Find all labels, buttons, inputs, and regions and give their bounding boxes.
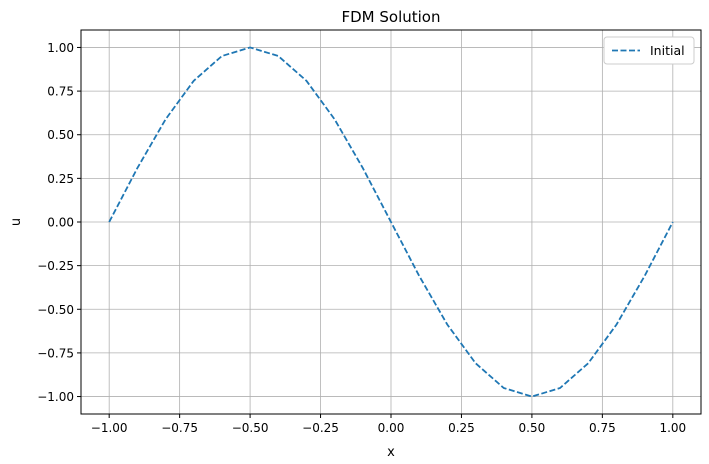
x-tick-label: 0.00 bbox=[378, 421, 405, 435]
y-tick-label: −1.00 bbox=[37, 390, 74, 404]
x-tick-label: −0.25 bbox=[302, 421, 339, 435]
series-line-initial bbox=[108, 46, 674, 398]
y-tick-label: 0.50 bbox=[47, 128, 74, 142]
chart-title: FDM Solution bbox=[342, 8, 441, 26]
x-tick-label: 0.75 bbox=[589, 421, 616, 435]
y-tick-label: 0.25 bbox=[47, 172, 74, 186]
x-tick-label: 0.50 bbox=[519, 421, 546, 435]
legend: Initial bbox=[603, 36, 695, 65]
x-tick-label: −1.00 bbox=[91, 421, 128, 435]
y-tick-label: 0.00 bbox=[47, 216, 74, 230]
x-tick-label: −0.75 bbox=[161, 421, 198, 435]
legend-box bbox=[603, 36, 695, 65]
y-ticks: −1.00 −0.75 −0.50 −0.25 0.00 0.25 0.50 0.75 1.00 bbox=[37, 41, 81, 404]
series-layer bbox=[108, 46, 674, 398]
y-tick-label: 0.75 bbox=[47, 85, 74, 99]
x-tick-label: 1.00 bbox=[659, 421, 686, 435]
y-tick-label: −0.75 bbox=[37, 346, 74, 360]
x-axis-label: x bbox=[387, 445, 395, 460]
x-tick-label: 0.25 bbox=[448, 421, 475, 435]
y-tick-label: 1.00 bbox=[47, 41, 74, 55]
legend-label-initial: Initial bbox=[650, 43, 685, 58]
x-ticks: −1.00 −0.75 −0.50 −0.25 0.00 0.25 0.50 0.75 1.00 bbox=[91, 414, 686, 435]
x-tick-label: −0.50 bbox=[232, 421, 269, 435]
y-tick-label: −0.50 bbox=[37, 303, 74, 317]
y-tick-label: −0.25 bbox=[37, 259, 74, 273]
y-axis-label: u bbox=[9, 218, 24, 226]
